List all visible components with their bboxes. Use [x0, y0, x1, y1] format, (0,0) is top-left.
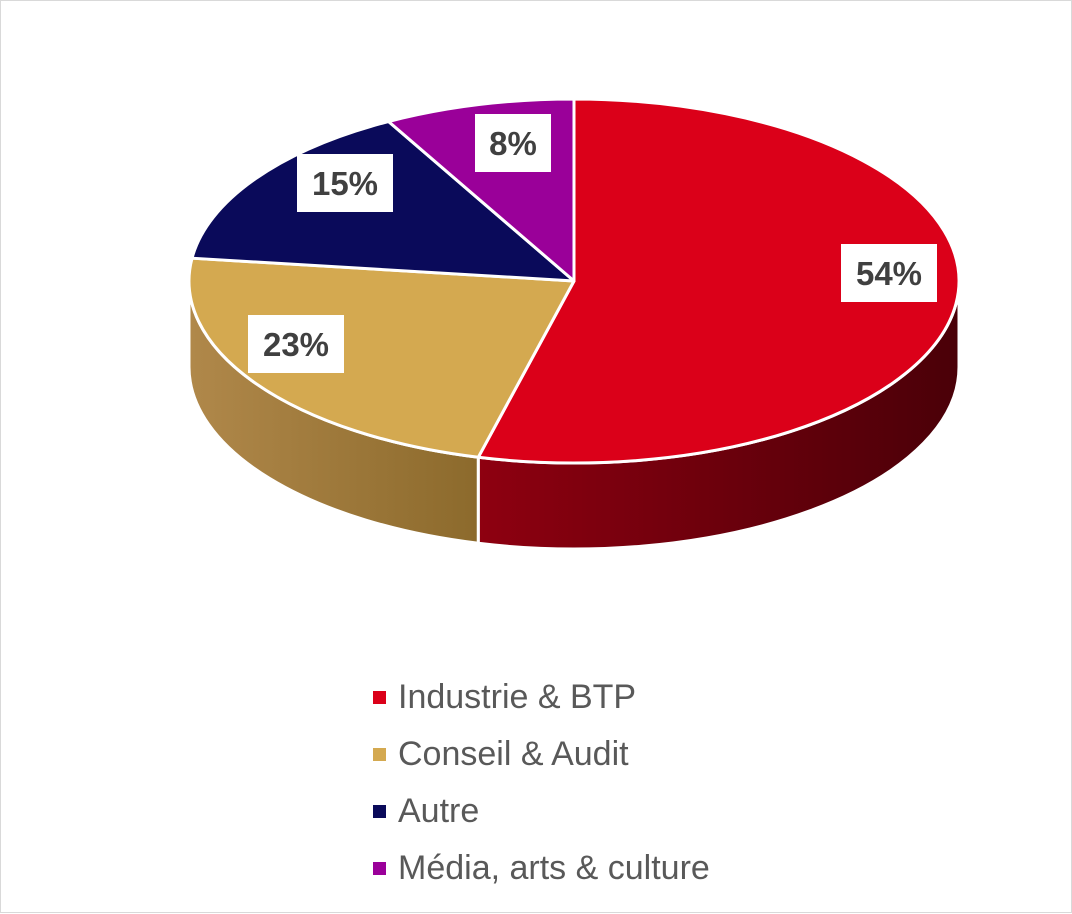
legend-label-autre: Autre: [398, 792, 480, 830]
legend-label-media: Média, arts & culture: [398, 849, 710, 887]
data-label-industrie: 54%: [841, 244, 937, 302]
legend-label-conseil: Conseil & Audit: [398, 735, 629, 773]
legend-swatch-conseil: [373, 748, 386, 761]
data-label-box-industrie: [841, 244, 937, 302]
data-label-box-conseil: [248, 315, 344, 373]
data-label-media: 8%: [475, 114, 551, 172]
pie-slice-industrie: [476, 97, 961, 465]
data-label-autre: 15%: [297, 154, 393, 212]
data-label-text-media: 8%: [489, 125, 537, 162]
data-label-conseil: 23%: [248, 315, 344, 373]
legend-swatch-media: [373, 862, 386, 875]
legend-swatch-industrie: [373, 691, 386, 704]
legend-item-industrie: Industrie & BTP: [373, 669, 710, 726]
legend-label-industrie: Industrie & BTP: [398, 678, 637, 716]
data-label-box-autre: [297, 154, 393, 212]
legend-item-conseil: Conseil & Audit: [373, 726, 710, 783]
pie-data-labels: 54% 23% 15% 8%: [248, 114, 937, 373]
legend-swatch-autre: [373, 805, 386, 818]
legend-item-autre: Autre: [373, 783, 710, 840]
data-label-text-conseil: 23%: [263, 326, 329, 363]
data-label-box-media: [475, 114, 551, 172]
legend-item-media: Média, arts & culture: [373, 840, 710, 897]
data-label-text-industrie: 54%: [856, 255, 922, 292]
pie-slice-conseil: [187, 256, 576, 459]
legend: Industrie & BTP Conseil & Audit Autre Mé…: [373, 669, 710, 897]
data-label-text-autre: 15%: [312, 165, 378, 202]
